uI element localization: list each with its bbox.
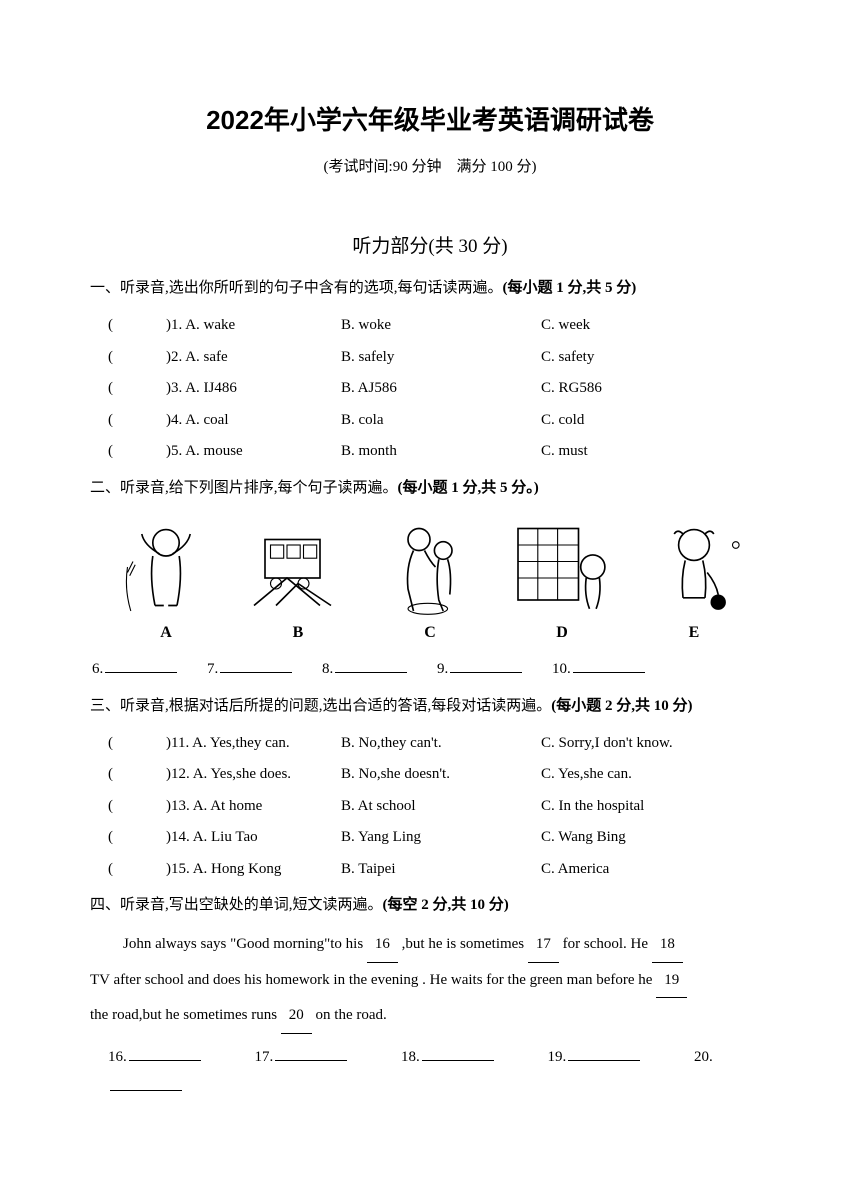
option-c: C. Wang Bing xyxy=(541,822,770,854)
option-a: 14. A. Liu Tao xyxy=(171,822,341,854)
answer-blank[interactable] xyxy=(124,310,166,342)
answer-blank[interactable] xyxy=(124,728,166,760)
option-b: B. No,they can't. xyxy=(341,728,541,760)
option-a: 15. A. Hong Kong xyxy=(171,854,341,886)
option-b: B. At school xyxy=(341,791,541,823)
section2-prefix: 二、听录音,给下列图片排序,每个句子读两遍。 xyxy=(90,480,398,496)
section2-points: (每小题 1 分,共 5 分。) xyxy=(398,480,539,496)
fill-blank[interactable] xyxy=(573,658,645,673)
option-a: 1. A. wake xyxy=(171,310,341,342)
option-b: B. woke xyxy=(341,310,541,342)
option-c: C. must xyxy=(541,436,770,468)
question-row: () 2. A. safe B. safely C. safety xyxy=(90,342,770,374)
option-b: B. Yang Ling xyxy=(341,822,541,854)
question-row: () 11. A. Yes,they can. B. No,they can't… xyxy=(90,728,770,760)
option-c: C. Yes,she can. xyxy=(541,759,770,791)
option-a: 12. A. Yes,she does. xyxy=(171,759,341,791)
section4-blanks: 16. 17. 18. 19. 20. xyxy=(90,1042,770,1102)
label-d: D xyxy=(507,624,617,642)
answer-blank[interactable] xyxy=(124,342,166,374)
fill-blank[interactable] xyxy=(105,658,177,673)
section3-prefix: 三、听录音,根据对话后所提的问题,选出合适的答语,每段对话读两遍。 xyxy=(90,698,551,714)
question-row: () 5. A. mouse B. month C. must xyxy=(90,436,770,468)
fill-blank[interactable] xyxy=(220,658,292,673)
exam-title: 2022年小学六年级毕业考英语调研试卷 xyxy=(90,100,770,137)
fill-blank[interactable] xyxy=(335,658,407,673)
option-c: C. America xyxy=(541,854,770,886)
listening-section-title: 听力部分(共 30 分) xyxy=(90,231,770,258)
image-labels: A B C D E xyxy=(90,624,770,642)
option-a: 4. A. coal xyxy=(171,405,341,437)
section1-points: (每小题 1 分,共 5 分) xyxy=(503,280,637,296)
option-b: B. month xyxy=(341,436,541,468)
option-a: 5. A. mouse xyxy=(171,436,341,468)
question-row: () 12. A. Yes,she does. B. No,she doesn'… xyxy=(90,759,770,791)
option-c: C. RG586 xyxy=(541,373,770,405)
fill-blank[interactable] xyxy=(275,1046,347,1061)
passage-blank[interactable]: 16 xyxy=(367,927,398,963)
section3-points: (每小题 2 分,共 10 分) xyxy=(551,698,692,714)
section4-passage: John always says "Good morning"to his 16… xyxy=(90,927,770,1034)
question-row: () 4. A. coal B. cola C. cold xyxy=(90,405,770,437)
question-row: () 14. A. Liu Tao B. Yang Ling C. Wang B… xyxy=(90,822,770,854)
fill-blank[interactable] xyxy=(450,658,522,673)
exam-image-e xyxy=(639,512,749,622)
fill-blank[interactable] xyxy=(110,1076,182,1091)
answer-blank[interactable] xyxy=(124,822,166,854)
section1-instruction: 一、听录音,选出你所听到的句子中含有的选项,每句话读两遍。(每小题 1 分,共 … xyxy=(90,276,770,300)
section1-questions: () 1. A. wake B. woke C. week () 2. A. s… xyxy=(90,310,770,468)
option-b: B. Taipei xyxy=(341,854,541,886)
fill-blank[interactable] xyxy=(422,1046,494,1061)
exam-image-d xyxy=(507,512,617,622)
exam-subtitle: (考试时间:90 分钟 满分 100 分) xyxy=(90,155,770,176)
option-a: 13. A. At home xyxy=(171,791,341,823)
fill-blank[interactable] xyxy=(129,1046,201,1061)
option-c: C. week xyxy=(541,310,770,342)
section4-instruction: 四、听录音,写出空缺处的单词,短文读两遍。(每空 2 分,共 10 分) xyxy=(90,893,770,917)
exam-image-b xyxy=(243,512,353,622)
option-a: 11. A. Yes,they can. xyxy=(171,728,341,760)
section3-questions: () 11. A. Yes,they can. B. No,they can't… xyxy=(90,728,770,886)
section4-points: (每空 2 分,共 10 分) xyxy=(383,897,509,913)
label-e: E xyxy=(639,624,749,642)
section2-instruction: 二、听录音,给下列图片排序,每个句子读两遍。(每小题 1 分,共 5 分。) xyxy=(90,476,770,500)
answer-blank[interactable] xyxy=(124,405,166,437)
option-c: C. Sorry,I don't know. xyxy=(541,728,770,760)
option-b: B. No,she doesn't. xyxy=(341,759,541,791)
passage-blank[interactable]: 19 xyxy=(656,963,687,999)
option-a: 2. A. safe xyxy=(171,342,341,374)
section4-prefix: 四、听录音,写出空缺处的单词,短文读两遍。 xyxy=(90,897,383,913)
exam-image-a xyxy=(111,512,221,622)
question-row: () 15. A. Hong Kong B. Taipei C. America xyxy=(90,854,770,886)
option-c: C. In the hospital xyxy=(541,791,770,823)
answer-blank[interactable] xyxy=(124,791,166,823)
passage-blank[interactable]: 17 xyxy=(528,927,559,963)
answer-blank[interactable] xyxy=(124,436,166,468)
option-c: C. safety xyxy=(541,342,770,374)
question-row: () 13. A. At home B. At school C. In the… xyxy=(90,791,770,823)
option-c: C. cold xyxy=(541,405,770,437)
answer-blank[interactable] xyxy=(124,759,166,791)
section1-prefix: 一、听录音,选出你所听到的句子中含有的选项,每句话读两遍。 xyxy=(90,280,503,296)
option-b: B. AJ586 xyxy=(341,373,541,405)
answer-blank[interactable] xyxy=(124,373,166,405)
fill-blank[interactable] xyxy=(568,1046,640,1061)
section2-blanks: 6. 7. 8. 9. 10. xyxy=(90,654,770,684)
option-a: 3. A. IJ486 xyxy=(171,373,341,405)
label-b: B xyxy=(243,624,353,642)
answer-blank[interactable] xyxy=(124,854,166,886)
label-c: C xyxy=(375,624,485,642)
section3-instruction: 三、听录音,根据对话后所提的问题,选出合适的答语,每段对话读两遍。(每小题 2 … xyxy=(90,694,770,718)
question-row: () 3. A. IJ486 B. AJ586 C. RG586 xyxy=(90,373,770,405)
option-b: B. cola xyxy=(341,405,541,437)
label-a: A xyxy=(111,624,221,642)
passage-blank[interactable]: 20 xyxy=(281,998,312,1034)
paren-left: ( xyxy=(108,310,124,342)
exam-image-c xyxy=(375,512,485,622)
passage-blank[interactable]: 18 xyxy=(652,927,683,963)
image-row xyxy=(90,512,770,622)
option-b: B. safely xyxy=(341,342,541,374)
question-row: () 1. A. wake B. woke C. week xyxy=(90,310,770,342)
